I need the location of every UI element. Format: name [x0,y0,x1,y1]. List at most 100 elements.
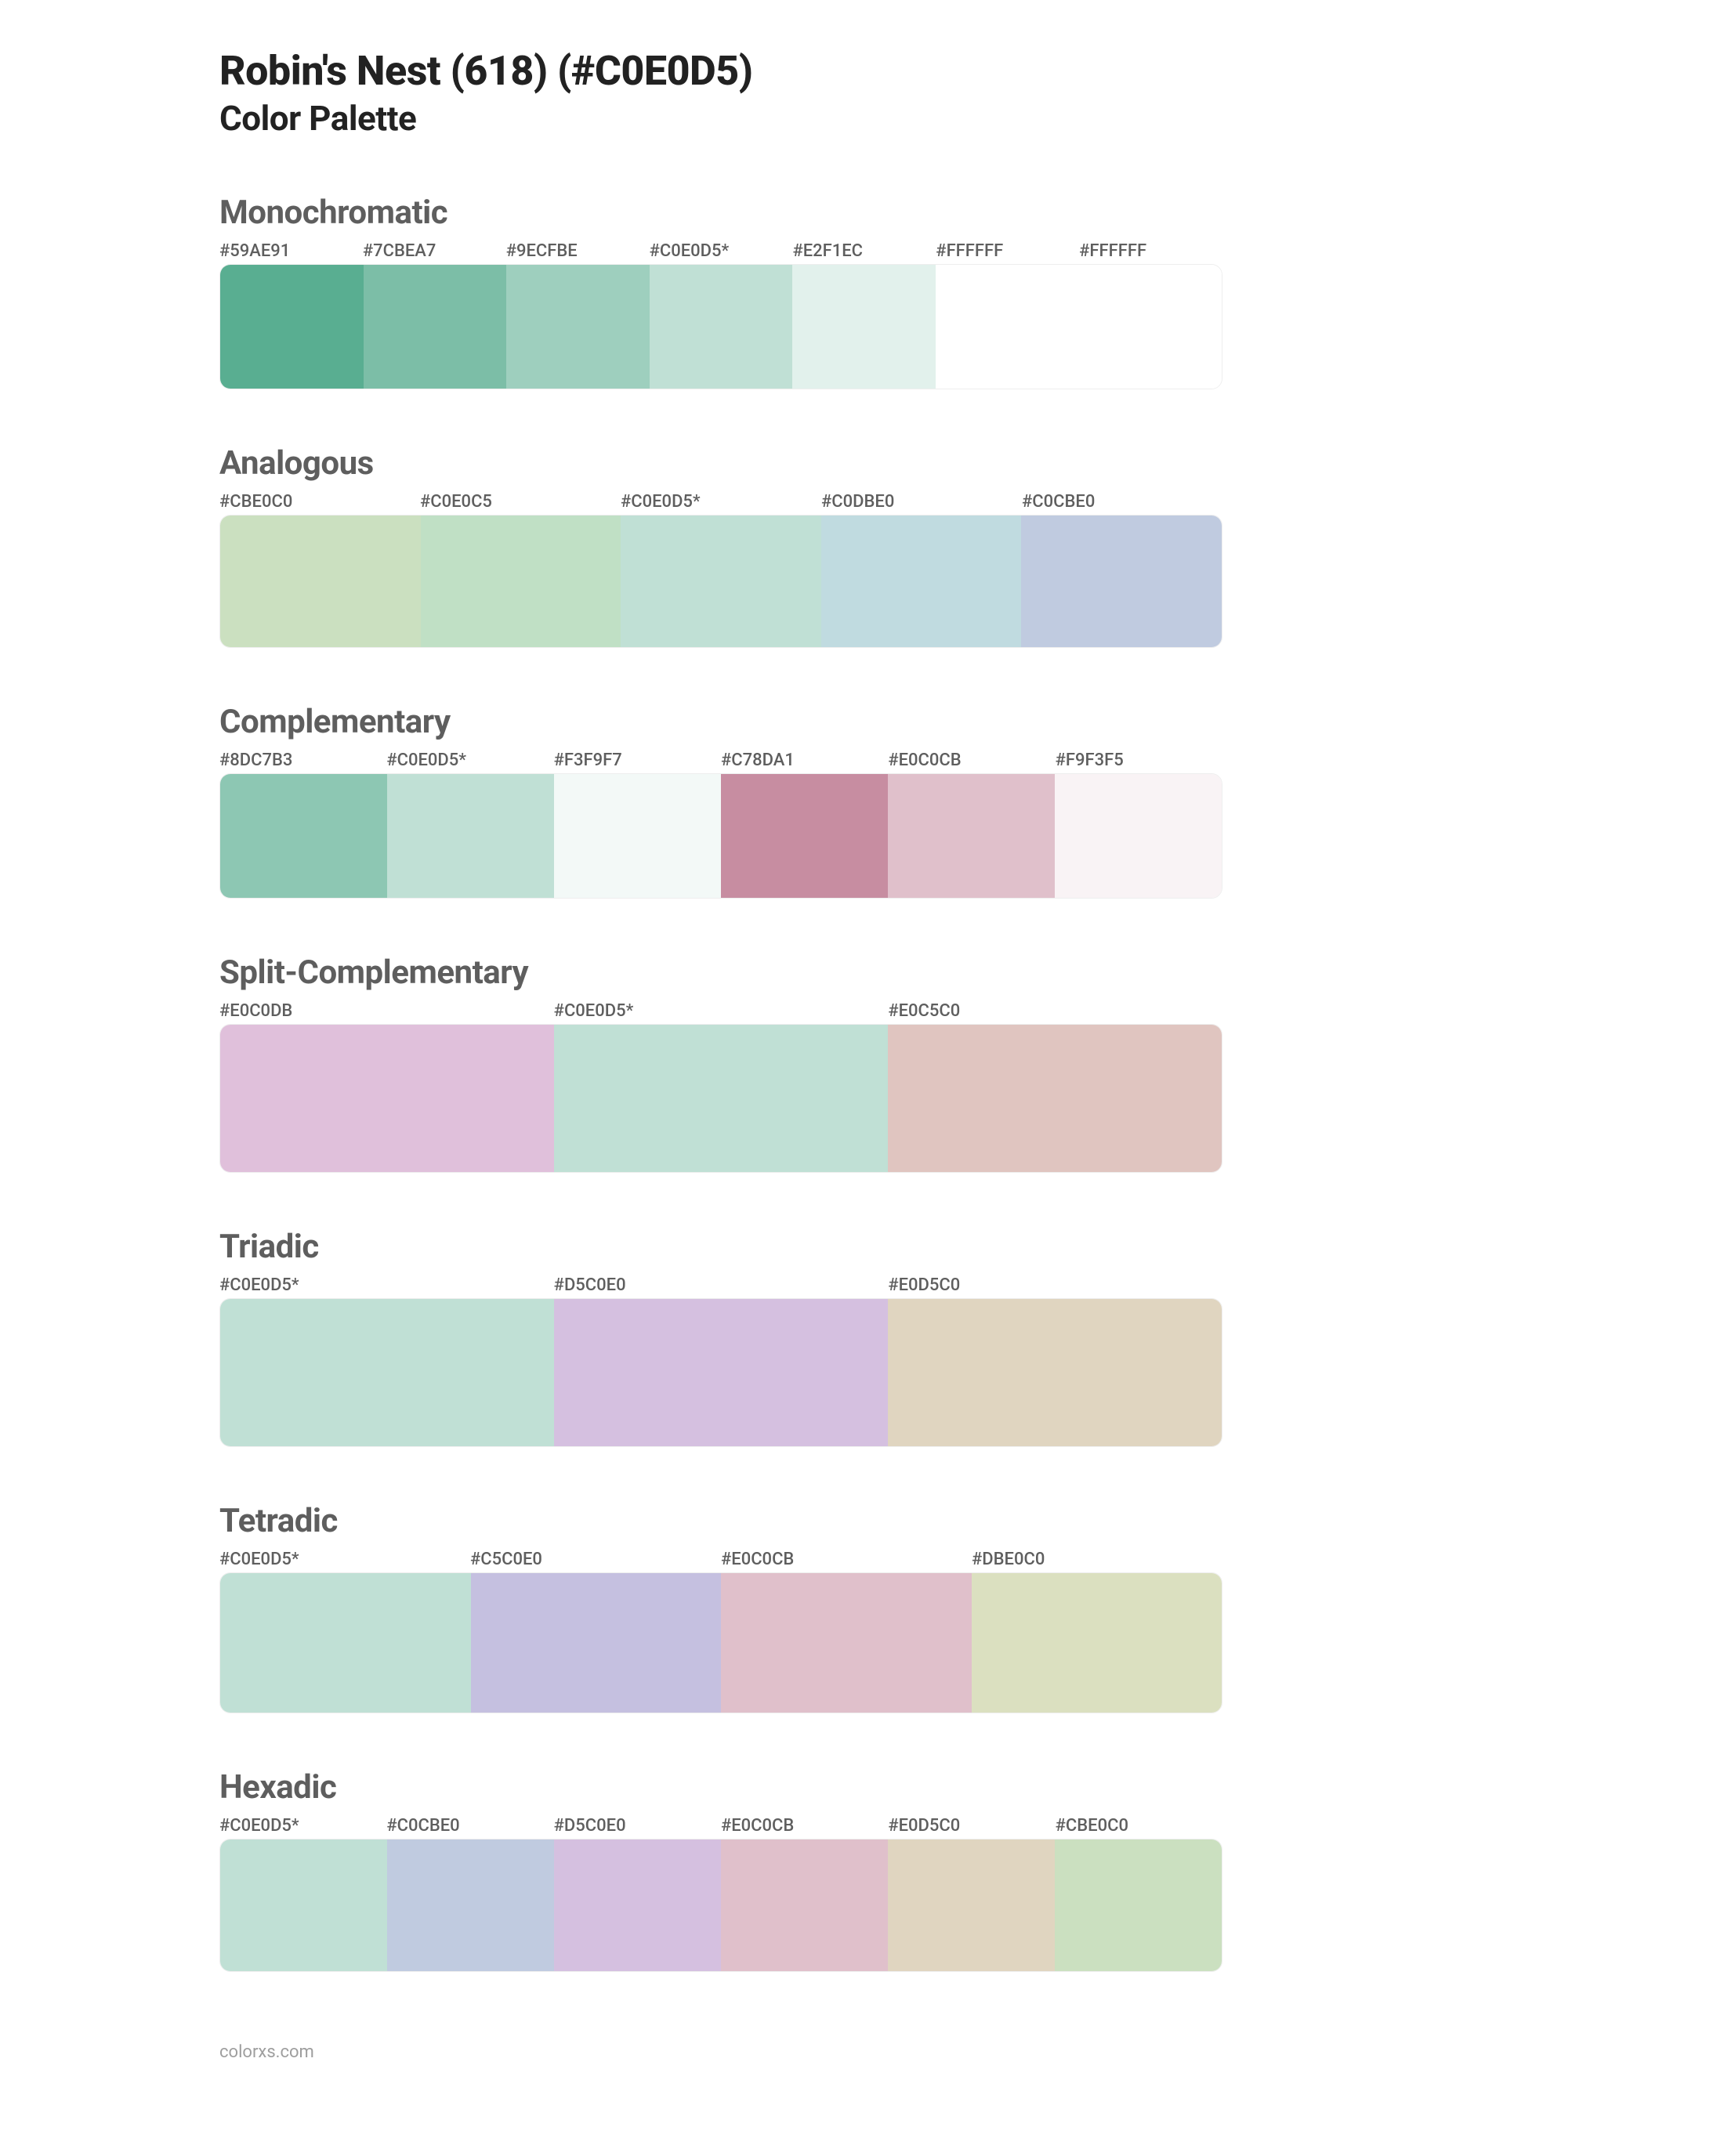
swatch-labels-row: #C0E0D5*#C0CBE0#D5C0E0#E0C0CB#E0D5C0#CBE… [219,1816,1222,1836]
swatch-label: #F3F9F7 [554,751,721,770]
color-swatch[interactable] [1078,265,1222,389]
color-swatch[interactable] [387,774,554,898]
swatch-label: #C0E0D5* [386,751,553,770]
swatch-label: #FFFFFF [936,241,1079,261]
swatch-label: #E0C0DB [219,1001,554,1021]
swatch-label: #C0E0C5 [420,492,621,512]
swatch-labels-row: #C0E0D5*#D5C0E0#E0D5C0 [219,1275,1222,1295]
color-swatch[interactable] [792,265,936,389]
color-swatch[interactable] [364,265,507,389]
swatch-labels-row: #8DC7B3#C0E0D5*#F3F9F7#C78DA1#E0C0CB#F9F… [219,751,1222,770]
swatch-row [219,1572,1222,1713]
swatch-row [219,1298,1222,1447]
color-swatch[interactable] [1055,1839,1222,1971]
swatch-label: #7CBEA7 [363,241,506,261]
swatch-label: #C0E0D5* [621,492,821,512]
swatch-row [219,1024,1222,1173]
color-swatch[interactable] [506,265,650,389]
color-swatch[interactable] [554,1839,721,1971]
color-swatch[interactable] [721,774,888,898]
swatch-label: #C0DBE0 [821,492,1022,512]
color-swatch[interactable] [220,1299,554,1446]
swatch-label: #8DC7B3 [219,751,386,770]
color-swatch[interactable] [421,515,621,647]
color-swatch[interactable] [220,1839,387,1971]
palette-section: Complementary #8DC7B3#C0E0D5*#F3F9F7#C78D… [219,703,1222,899]
swatch-label: #C5C0E0 [470,1550,721,1569]
color-swatch[interactable] [721,1573,972,1713]
color-swatch[interactable] [220,1025,554,1172]
section-title: Monochromatic [219,194,1222,232]
section-title: Hexadic [219,1768,1222,1807]
color-swatch[interactable] [888,1839,1055,1971]
section-title: Triadic [219,1228,1222,1266]
color-swatch[interactable] [220,774,387,898]
color-swatch[interactable] [471,1573,722,1713]
swatch-label: #C0E0D5* [650,241,793,261]
color-swatch[interactable] [888,1025,1222,1172]
swatch-label: #E0D5C0 [888,1816,1055,1836]
section-title: Analogous [219,444,1222,483]
color-swatch[interactable] [554,1299,888,1446]
color-swatch[interactable] [220,1573,471,1713]
section-title: Split-Complementary [219,953,1222,992]
swatch-label: #F9F3F5 [1056,751,1222,770]
palette-section: Split-Complementary #E0C0DB#C0E0D5*#E0C5C… [219,953,1222,1173]
palette-section: Triadic #C0E0D5*#D5C0E0#E0D5C0 [219,1228,1222,1447]
page-title: Robin's Nest (618) (#C0E0D5) [219,47,1222,95]
color-swatch[interactable] [554,774,721,898]
color-swatch[interactable] [888,1299,1222,1446]
swatch-label: #CBE0C0 [219,492,420,512]
swatch-label: #C0E0D5* [554,1001,889,1021]
swatch-label: #FFFFFF [1079,241,1222,261]
swatch-row [219,515,1222,648]
swatch-label: #D5C0E0 [554,1816,721,1836]
color-swatch[interactable] [1055,774,1222,898]
swatch-labels-row: #E0C0DB#C0E0D5*#E0C5C0 [219,1001,1222,1021]
swatch-label: #E0C0CB [888,751,1055,770]
color-swatch[interactable] [554,1025,888,1172]
palette-section: Hexadic #C0E0D5*#C0CBE0#D5C0E0#E0C0CB#E0D… [219,1768,1222,1972]
swatch-label: #D5C0E0 [554,1275,889,1295]
swatch-label: #E0C0CB [721,1550,972,1569]
swatch-label: #E2F1EC [792,241,936,261]
swatch-labels-row: #C0E0D5*#C5C0E0#E0C0CB#DBE0C0 [219,1550,1222,1569]
swatch-row [219,264,1222,389]
swatch-label: #DBE0C0 [972,1550,1222,1569]
color-swatch[interactable] [721,1839,888,1971]
swatch-label: #CBE0C0 [1056,1816,1222,1836]
swatch-row [219,773,1222,899]
section-title: Tetradic [219,1502,1222,1540]
swatch-label: #C0E0D5* [219,1550,470,1569]
swatch-label: #E0D5C0 [888,1275,1222,1295]
color-swatch[interactable] [936,265,1079,389]
palette-page: Robin's Nest (618) (#C0E0D5) Color Palet… [219,47,1222,2062]
swatch-label: #C0E0D5* [219,1275,554,1295]
section-title: Complementary [219,703,1222,741]
swatch-label: #C0E0D5* [219,1816,386,1836]
swatch-label: #C78DA1 [721,751,888,770]
swatch-label: #59AE91 [219,241,363,261]
color-swatch[interactable] [387,1839,554,1971]
color-swatch[interactable] [621,515,821,647]
swatch-labels-row: #CBE0C0#C0E0C5#C0E0D5*#C0DBE0#C0CBE0 [219,492,1222,512]
page-subtitle: Color Palette [219,98,1222,139]
color-swatch[interactable] [220,515,421,647]
color-swatch[interactable] [220,265,364,389]
color-swatch[interactable] [650,265,793,389]
palette-section: Analogous #CBE0C0#C0E0C5#C0E0D5*#C0DBE0#C… [219,444,1222,648]
swatch-label: #E0C5C0 [888,1001,1222,1021]
color-swatch[interactable] [821,515,1022,647]
swatch-label: #9ECFBE [506,241,650,261]
palette-section: Tetradic #C0E0D5*#C5C0E0#E0C0CB#DBE0C0 [219,1502,1222,1713]
color-swatch[interactable] [1021,515,1222,647]
footer-credit: colorxs.com [219,2042,1222,2062]
swatch-label: #E0C0CB [721,1816,888,1836]
palette-section: Monochromatic #59AE91#7CBEA7#9ECFBE#C0E0D… [219,194,1222,389]
swatch-row [219,1839,1222,1972]
swatch-label: #C0CBE0 [386,1816,553,1836]
color-swatch[interactable] [972,1573,1222,1713]
color-swatch[interactable] [888,774,1055,898]
swatch-labels-row: #59AE91#7CBEA7#9ECFBE#C0E0D5*#E2F1EC#FFF… [219,241,1222,261]
swatch-label: #C0CBE0 [1022,492,1222,512]
